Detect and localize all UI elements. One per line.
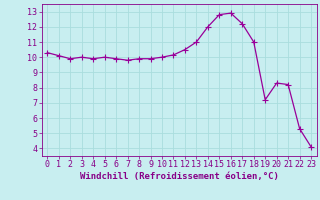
X-axis label: Windchill (Refroidissement éolien,°C): Windchill (Refroidissement éolien,°C) bbox=[80, 172, 279, 181]
